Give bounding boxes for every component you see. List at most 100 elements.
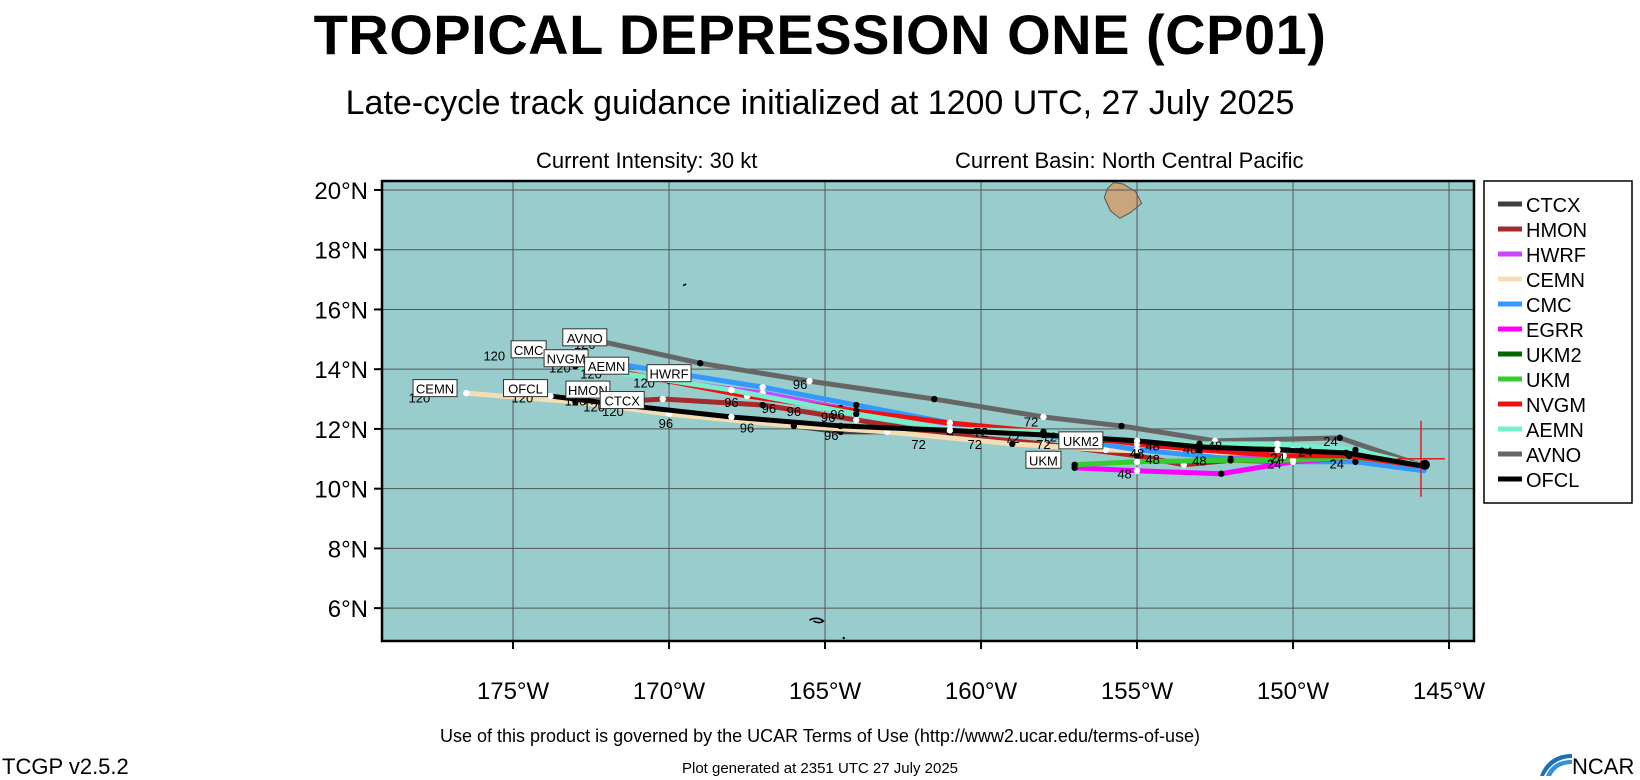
lon-tick-label: 155°W — [1101, 678, 1174, 705]
track-point — [759, 401, 766, 409]
forecast-hour-label: 96 — [740, 420, 754, 435]
track-point — [1352, 458, 1359, 465]
lat-tick-label: 8°N — [328, 536, 368, 563]
lon-tick-label: 160°W — [945, 678, 1018, 705]
lat-tick-label: 12°N — [314, 417, 368, 444]
forecast-hour-label: 72 — [1042, 429, 1056, 444]
track-point — [1133, 437, 1141, 445]
track-point — [547, 392, 554, 400]
forecast-hour-label: 24 — [1323, 434, 1337, 449]
track-end-label-box — [599, 391, 645, 410]
forecast-hour-label: 96 — [787, 404, 801, 419]
track-point — [463, 389, 470, 397]
lon-tick-label: 175°W — [477, 678, 550, 705]
track-end-label-box — [503, 379, 549, 398]
lon-tick-label: 150°W — [1257, 678, 1330, 705]
lon-tick-label: 170°W — [633, 678, 706, 705]
track-point — [1071, 461, 1078, 468]
legend-label-hmon: HMON — [1526, 220, 1587, 242]
track-lines — [463, 334, 1427, 477]
forecast-hour-label: 96 — [659, 416, 673, 431]
lat-tick-label: 10°N — [314, 477, 368, 504]
current-position-dot — [1419, 459, 1430, 470]
track-end-label-box — [1058, 431, 1104, 450]
track-end-label-text: CEMN — [416, 382, 454, 397]
forecast-hour-label: 120 — [583, 400, 605, 415]
track-end-label-text: OFCL — [508, 382, 543, 397]
track-point — [1289, 457, 1297, 464]
lat-tick-label: 14°N — [314, 357, 368, 384]
forecast-hour-label: 96 — [821, 410, 835, 425]
track-point — [1274, 446, 1281, 454]
track-point — [659, 395, 666, 403]
plot-frame — [380, 179, 1476, 643]
forecast-hour-label: 72 — [911, 437, 925, 452]
track-point — [1218, 470, 1225, 477]
forecast-hour-label: 24 — [1329, 456, 1343, 471]
track-point — [728, 386, 735, 394]
track-end-label-box — [584, 356, 630, 375]
legend-label-ukm2: UKM2 — [1526, 345, 1582, 367]
forecast-hour-label: 48 — [1145, 452, 1159, 467]
track-point — [1336, 434, 1344, 442]
lon-tick-label: 165°W — [789, 678, 862, 705]
track-end-label-text: HMON — [568, 383, 608, 398]
track-point — [931, 395, 938, 403]
forecast-hour-label: 48 — [1208, 438, 1222, 453]
forecast-hour-label: 96 — [762, 401, 776, 416]
forecast-hour-label: 96 — [724, 395, 738, 410]
ncar-logo: NCAR — [1540, 754, 1634, 778]
track-point — [946, 419, 954, 427]
legend-label-nvgm: NVGM — [1526, 395, 1586, 417]
legend-label-egrr: EGRR — [1526, 320, 1584, 342]
legend-label-cmc: CMC — [1526, 295, 1572, 317]
page-subtitle: Late-cycle track guidance initialized at… — [345, 84, 1295, 122]
track-end-label-text: CTCX — [605, 394, 641, 409]
track-end-label-text: AVNO — [567, 331, 603, 346]
track-end-label-ukm2: UKM2 — [1058, 431, 1104, 450]
land-atoll — [809, 617, 825, 624]
track-point — [1133, 446, 1141, 454]
forecast-hour-label: 24 — [1298, 444, 1312, 459]
track-end-label-aemn: AEMN — [584, 356, 630, 375]
forecast-hour-label: 96 — [830, 407, 844, 422]
track-point — [1280, 452, 1287, 460]
track-end-label-cmc: CMC — [510, 340, 547, 359]
forecast-hour-label: 120 — [483, 349, 505, 364]
land-big-island — [1103, 181, 1143, 219]
track-end-label-text: NVGM — [547, 352, 586, 367]
forecast-hour-label: 48 — [1145, 438, 1159, 453]
forecast-hour-label: 48 — [1117, 467, 1131, 482]
track-point — [1040, 413, 1047, 421]
forecast-hour-label: 48 — [1192, 453, 1206, 468]
track-point — [728, 413, 735, 421]
land-islet — [682, 283, 687, 287]
track-point — [697, 360, 704, 367]
track-point — [853, 416, 860, 424]
track-point — [853, 410, 860, 418]
track-end-label-nvgm: NVGM — [543, 349, 589, 368]
forecast-hour-label: 24 — [1267, 456, 1281, 471]
track-end-label-text: CMC — [514, 343, 544, 358]
track-point — [1227, 457, 1234, 464]
ncar-logo-text: NCAR — [1572, 754, 1634, 778]
track-end-label-text: HWRF — [650, 367, 689, 382]
forecast-hour-label: 72 — [1024, 414, 1038, 429]
lat-tick-label: 20°N — [314, 178, 368, 205]
legend-label-avno: AVNO — [1526, 445, 1581, 467]
forecast-hour-label: 96 — [824, 428, 838, 443]
legend-box — [1483, 180, 1633, 504]
forecast-hour-label: 48 — [1183, 441, 1197, 456]
track-end-label-box — [562, 328, 608, 347]
track-point — [853, 401, 860, 409]
track-point — [837, 422, 844, 430]
track-point — [1133, 467, 1141, 474]
track-point — [1009, 440, 1016, 448]
track-point — [1118, 422, 1125, 430]
legend-label-cemn: CEMN — [1526, 270, 1585, 292]
track-end-label-text: UKM — [1029, 453, 1058, 468]
track-point — [1133, 458, 1141, 465]
track-end-label-ofcl: OFCL — [503, 379, 549, 398]
track-end-label-box — [412, 379, 458, 398]
